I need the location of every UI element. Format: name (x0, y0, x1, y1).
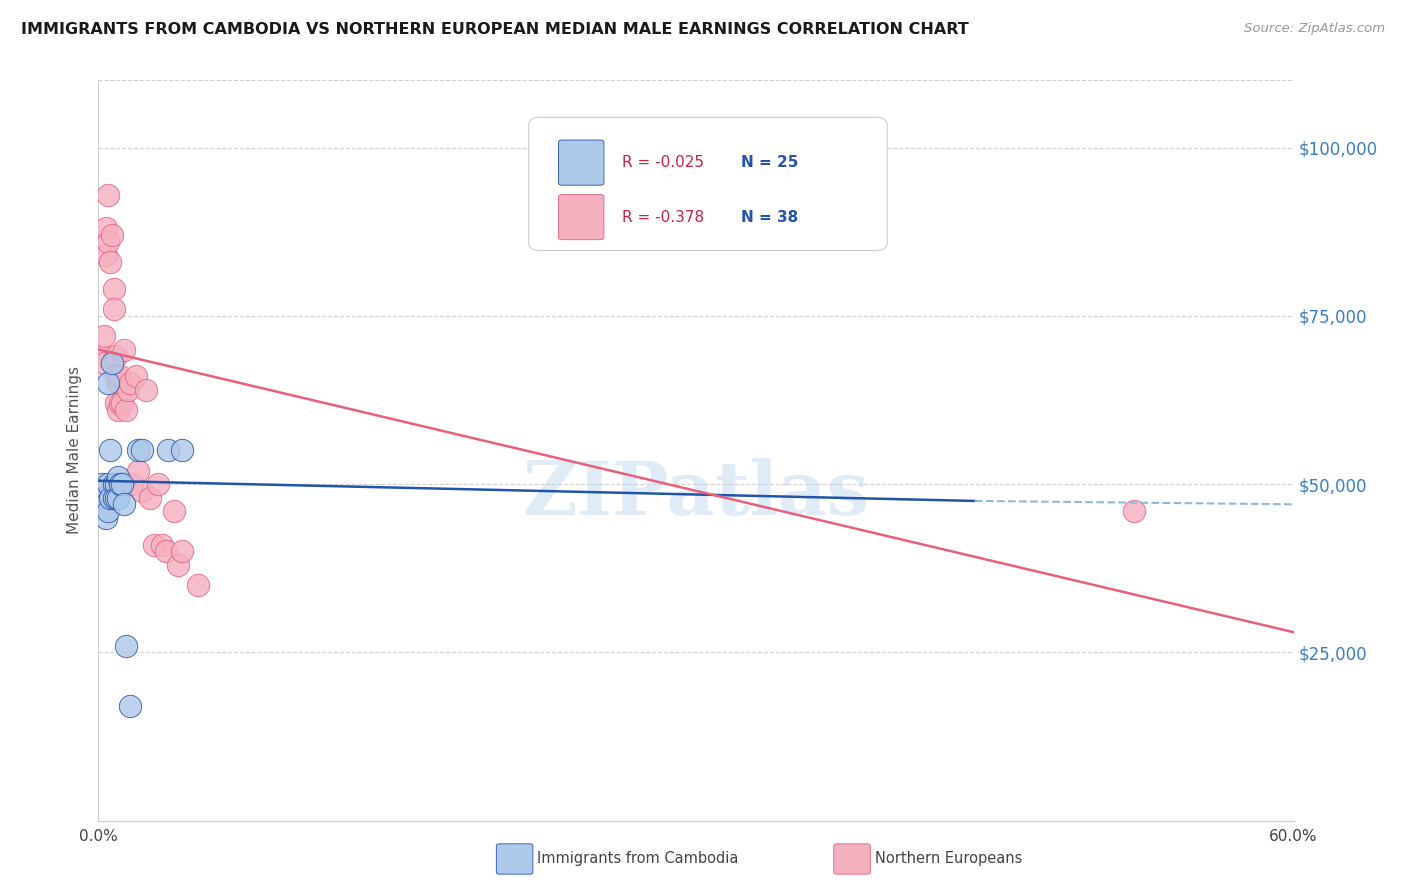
Point (150, 538, 173, 552)
Point (91, 477, 114, 491)
Point (111, 396, 134, 410)
Text: ZIPatlas: ZIPatlas (523, 458, 869, 532)
FancyBboxPatch shape (558, 140, 605, 186)
Point (127, 464, 149, 478)
Point (172, 544, 194, 558)
Point (125, 369, 148, 384)
Point (143, 538, 166, 552)
Point (98, 255, 122, 269)
Point (98, 491, 122, 505)
Text: N = 38: N = 38 (741, 210, 799, 225)
Point (105, 349, 128, 363)
Point (157, 443, 180, 458)
Point (105, 491, 128, 505)
Point (172, 443, 194, 458)
Text: R = -0.025: R = -0.025 (621, 155, 704, 170)
Text: IMMIGRANTS FROM CAMBODIA VS NORTHERN EUROPEAN MEDIAN MALE EARNINGS CORRELATION C: IMMIGRANTS FROM CAMBODIA VS NORTHERN EUR… (21, 22, 969, 37)
Point (96, 497, 118, 511)
Point (97, 187, 120, 202)
Point (135, 383, 157, 397)
Point (101, 228, 124, 243)
Point (105, 369, 128, 384)
Point (103, 282, 125, 296)
Point (139, 491, 162, 505)
Point (93, 356, 115, 370)
Point (96, 221, 118, 235)
Point (117, 383, 139, 397)
Point (187, 578, 209, 592)
Y-axis label: Median Male Earnings: Median Male Earnings (67, 367, 83, 534)
Point (103, 477, 125, 491)
Point (96, 248, 118, 262)
Point (120, 699, 142, 714)
Point (148, 477, 170, 491)
FancyBboxPatch shape (558, 194, 605, 240)
Point (97, 235, 120, 249)
Point (127, 443, 149, 458)
Point (111, 477, 134, 491)
Point (91, 349, 114, 363)
Text: Source: ZipAtlas.com: Source: ZipAtlas.com (1244, 22, 1385, 36)
Point (96, 510, 118, 524)
Point (131, 443, 153, 458)
Point (1123, 504, 1146, 518)
Point (107, 403, 129, 417)
Text: R = -0.378: R = -0.378 (621, 210, 704, 225)
Point (105, 396, 128, 410)
Text: N = 25: N = 25 (741, 155, 799, 170)
Point (103, 302, 125, 317)
Point (107, 470, 129, 484)
Text: Immigrants from Cambodia: Immigrants from Cambodia (537, 852, 738, 866)
Point (93, 329, 115, 343)
Point (97, 504, 120, 518)
Point (115, 639, 138, 653)
Point (112, 343, 135, 357)
Text: Northern Europeans: Northern Europeans (875, 852, 1022, 866)
Point (93, 491, 115, 505)
Point (120, 376, 142, 391)
Point (97, 477, 120, 491)
Point (167, 558, 190, 572)
Point (131, 483, 153, 498)
Point (110, 369, 132, 384)
Point (105, 477, 128, 491)
Point (110, 477, 132, 491)
FancyBboxPatch shape (529, 118, 887, 251)
Point (155, 544, 177, 558)
Point (103, 491, 125, 505)
Point (101, 356, 124, 370)
Point (98, 443, 122, 458)
Point (115, 403, 138, 417)
Point (110, 396, 132, 410)
Point (163, 504, 186, 518)
Point (121, 477, 143, 491)
Point (107, 491, 129, 505)
Point (97, 376, 120, 391)
Point (107, 376, 129, 391)
Point (112, 497, 135, 511)
